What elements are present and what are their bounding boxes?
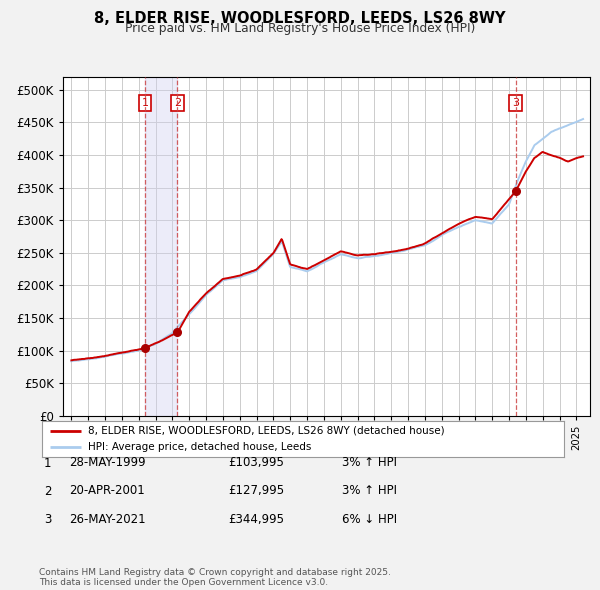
Text: 8, ELDER RISE, WOODLESFORD, LEEDS, LS26 8WY: 8, ELDER RISE, WOODLESFORD, LEEDS, LS26 …	[94, 11, 506, 25]
Text: 8, ELDER RISE, WOODLESFORD, LEEDS, LS26 8WY (detached house): 8, ELDER RISE, WOODLESFORD, LEEDS, LS26 …	[88, 425, 445, 435]
Text: HPI: Average price, detached house, Leeds: HPI: Average price, detached house, Leed…	[88, 442, 311, 453]
Bar	[145, 77, 178, 416]
Text: 3% ↑ HPI: 3% ↑ HPI	[342, 456, 397, 469]
Text: 1: 1	[44, 457, 51, 470]
Text: 20-APR-2001: 20-APR-2001	[69, 484, 145, 497]
Text: £103,995: £103,995	[228, 456, 284, 469]
Text: Contains HM Land Registry data © Crown copyright and database right 2025.
This d: Contains HM Land Registry data © Crown c…	[39, 568, 391, 587]
Text: 1: 1	[142, 98, 149, 108]
Text: 2: 2	[174, 98, 181, 108]
Text: 3% ↑ HPI: 3% ↑ HPI	[342, 484, 397, 497]
Text: 26-MAY-2021: 26-MAY-2021	[69, 513, 146, 526]
Text: 3: 3	[512, 98, 519, 108]
Text: 3: 3	[44, 513, 51, 526]
Text: 2: 2	[44, 485, 51, 498]
Text: 6% ↓ HPI: 6% ↓ HPI	[342, 513, 397, 526]
Text: £344,995: £344,995	[228, 513, 284, 526]
Text: 28-MAY-1999: 28-MAY-1999	[69, 456, 146, 469]
Text: Price paid vs. HM Land Registry's House Price Index (HPI): Price paid vs. HM Land Registry's House …	[125, 22, 475, 35]
Text: £127,995: £127,995	[228, 484, 284, 497]
